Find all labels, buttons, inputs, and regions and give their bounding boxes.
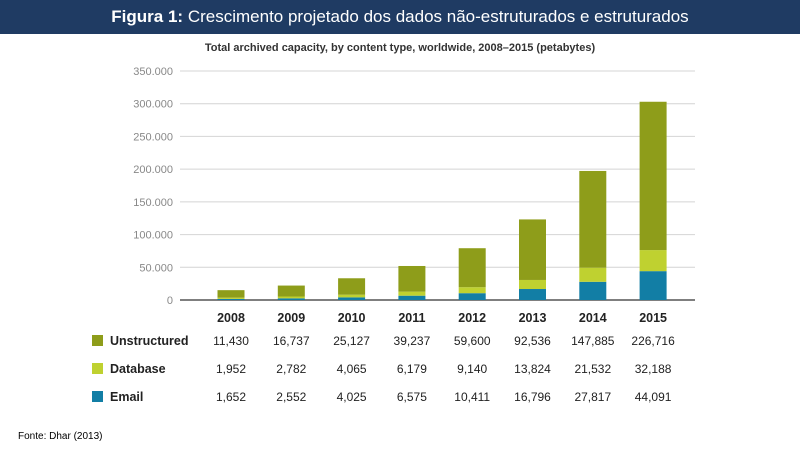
data-label: 32,188: [635, 362, 672, 376]
y-tick-label: 0: [167, 295, 173, 307]
y-tick-label: 50.000: [139, 262, 173, 274]
data-label: 226,716: [631, 334, 675, 348]
x-tick-label: 2015: [639, 311, 667, 325]
legend-label-database: Database: [110, 362, 166, 376]
bar-email-2013: [519, 289, 546, 300]
legend-label-email: Email: [110, 390, 143, 404]
y-tick-label: 300.000: [133, 99, 173, 111]
legend-label-unstructured: Unstructured: [110, 334, 188, 348]
y-tick-label: 350.000: [133, 66, 173, 78]
data-label: 21,532: [574, 362, 611, 376]
data-label: 2,552: [276, 390, 306, 404]
x-tick-label: 2008: [217, 311, 245, 325]
data-label: 4,025: [337, 390, 367, 404]
y-tick-label: 150.000: [133, 197, 173, 209]
x-tick-label: 2011: [398, 311, 425, 325]
stacked-bar-chart: 0 50.000 100.000 150.000 200.000 250.000 300.0…: [92, 66, 695, 404]
data-label: 92,536: [514, 334, 551, 348]
y-tick-label: 100.000: [133, 230, 173, 242]
data-label: 6,575: [397, 390, 427, 404]
bar-unstructured-2009: [277, 285, 305, 297]
y-tick-label: 200.000: [133, 164, 173, 176]
data-label: 9,140: [457, 362, 487, 376]
legend-swatch-email: [92, 391, 103, 402]
bar-unstructured-2014: [579, 170, 607, 268]
x-tick-label: 2010: [338, 311, 366, 325]
data-label: 13,824: [514, 362, 551, 376]
data-label: 147,885: [571, 334, 615, 348]
bar-unstructured-2011: [398, 265, 426, 292]
bar-email-2010: [338, 297, 366, 300]
bar-database-2013: [519, 279, 546, 290]
figure-header: Figura 1: Crescimento projetado dos dado…: [0, 0, 800, 34]
bar-email-2009: [277, 298, 305, 300]
bar-unstructured-2013: [519, 219, 546, 280]
bar-email-2011: [398, 295, 426, 300]
bar-database-2015: [639, 250, 667, 272]
figure-label: Figura 1:: [111, 7, 184, 26]
source-note: Fonte: Dhar (2013): [18, 431, 103, 442]
data-label: 11,430: [213, 334, 249, 348]
data-label: 59,600: [454, 334, 491, 348]
bar-unstructured-2010: [338, 278, 366, 295]
data-label: 4,065: [337, 362, 367, 376]
data-label: 16,796: [514, 390, 551, 404]
bar-email-2014: [579, 281, 607, 300]
data-label: 1,652: [216, 390, 246, 404]
figure-title: Crescimento projetado dos dados não-estr…: [187, 7, 689, 26]
data-label: 2,782: [276, 362, 306, 376]
bar-database-2008: [217, 297, 245, 299]
data-label: 39,237: [394, 334, 431, 348]
data-label: 27,817: [574, 390, 611, 404]
bar-unstructured-2008: [217, 290, 245, 298]
bar-unstructured-2012: [458, 248, 486, 288]
data-label: 44,091: [635, 390, 672, 404]
bar-unstructured-2015: [639, 101, 667, 251]
data-label: 6,179: [397, 362, 427, 376]
bar-database-2014: [579, 267, 607, 282]
data-label: 25,127: [333, 334, 370, 348]
chart-title: Total archived capacity, by content type…: [204, 42, 596, 54]
bar-email-2015: [639, 271, 667, 300]
bar-database-2011: [398, 291, 426, 296]
bar-email-2012: [458, 293, 486, 300]
y-tick-label: 250.000: [133, 131, 173, 143]
x-tick-label: 2009: [277, 311, 305, 325]
data-label: 10,411: [454, 390, 490, 404]
legend-swatch-unstructured: [92, 335, 103, 346]
bar-database-2009: [277, 296, 305, 299]
legend-swatch-database: [92, 363, 103, 374]
bar-database-2012: [458, 287, 486, 294]
x-tick-label: 2014: [579, 311, 607, 325]
x-tick-label: 2013: [519, 311, 547, 325]
data-label: 1,952: [216, 362, 246, 376]
data-label: 16,737: [273, 334, 310, 348]
x-tick-label: 2012: [458, 311, 486, 325]
bar-database-2010: [338, 294, 366, 298]
bar-email-2008: [217, 298, 245, 300]
